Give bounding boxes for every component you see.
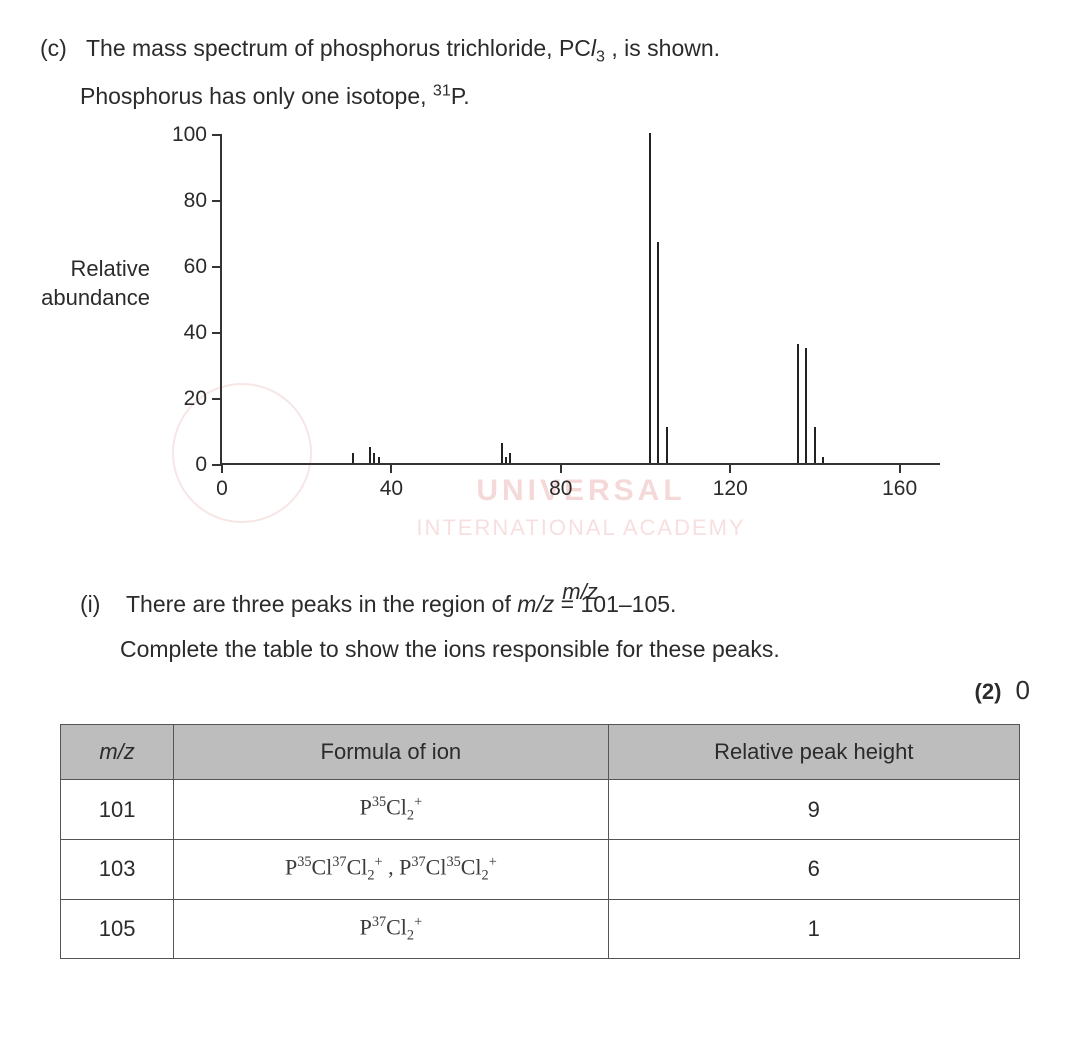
marks-label: (2)	[975, 679, 1002, 704]
y-tick	[212, 134, 222, 136]
x-tick-label: 120	[713, 477, 748, 501]
y-tick-label: 80	[167, 189, 207, 213]
spectrum-peak	[657, 242, 659, 463]
cell-mz: 105	[61, 899, 174, 959]
q-text-2b: P.	[451, 83, 470, 109]
spectrum-peak	[822, 457, 824, 464]
x-tick	[390, 463, 392, 473]
col-mz: m/z	[61, 725, 174, 780]
question-line-2: Phosphorus has only one isotope, 31P.	[80, 78, 1040, 115]
x-tick-label: 0	[216, 477, 228, 501]
cell-height: 9	[608, 780, 1019, 840]
x-tick-label: 80	[549, 477, 572, 501]
cell-height: 1	[608, 899, 1019, 959]
spectrum-peak	[805, 348, 807, 464]
y-tick	[212, 266, 222, 268]
subpart-label: (i)	[80, 585, 120, 624]
q-text-2a: Phosphorus has only one isotope,	[80, 83, 433, 109]
table-row: 101P35Cl2+9	[61, 780, 1020, 840]
y-tick-label: 20	[167, 387, 207, 411]
x-tick	[729, 463, 731, 473]
ion-table: m/z Formula of ion Relative peak height …	[60, 724, 1020, 959]
q-text-1a: The mass spectrum of phosphorus trichlor…	[86, 35, 591, 61]
col-height: Relative peak height	[608, 725, 1019, 780]
spectrum-peak	[814, 427, 816, 463]
spectrum-peak	[649, 133, 651, 463]
spectrum-peak	[666, 427, 668, 463]
question-line-1: (c) The mass spectrum of phosphorus tric…	[40, 30, 1040, 70]
x-axis-label: m/z	[220, 579, 940, 605]
sq-text-2: Complete the table to show the ions resp…	[120, 630, 1040, 669]
x-tick	[899, 463, 901, 473]
y-tick-label: 60	[167, 255, 207, 279]
y-tick	[212, 200, 222, 202]
spectrum-peak	[352, 453, 354, 463]
x-tick	[560, 463, 562, 473]
y-tick-label: 40	[167, 321, 207, 345]
cell-formula: P37Cl2+	[174, 899, 608, 959]
cell-mz: 103	[61, 840, 174, 900]
spectrum-peak	[505, 457, 507, 464]
table-row: 105P37Cl2+1	[61, 899, 1020, 959]
watermark-text-2: INTERNATIONAL ACADEMY	[222, 515, 940, 541]
cell-formula: P35Cl37Cl2+ , P37Cl35Cl2+	[174, 840, 608, 900]
table-row: 103P35Cl37Cl2+ , P37Cl35Cl2+6	[61, 840, 1020, 900]
x-tick-label: 40	[380, 477, 403, 501]
y-tick-label: 0	[167, 453, 207, 477]
part-label: (c)	[40, 30, 80, 67]
table-header-row: m/z Formula of ion Relative peak height	[61, 725, 1020, 780]
y-tick	[212, 398, 222, 400]
spectrum-peak	[378, 457, 380, 464]
spectrum-peak	[369, 447, 371, 464]
x-tick-label: 160	[882, 477, 917, 501]
y-tick-label: 100	[167, 123, 207, 147]
cell-mz: 101	[61, 780, 174, 840]
cell-height: 6	[608, 840, 1019, 900]
cell-formula: P35Cl2+	[174, 780, 608, 840]
spectrum-peak	[373, 453, 375, 463]
mass-spectrum-chart: Relative abundance UNIVERSAL INTERNATION…	[160, 135, 980, 535]
spectrum-peak	[501, 443, 503, 463]
score-value: 0	[1016, 675, 1030, 705]
y-axis-label: Relative abundance	[20, 255, 150, 312]
plot-area: UNIVERSAL INTERNATIONAL ACADEMY 02040608…	[220, 135, 940, 465]
watermark-text-1: UNIVERSAL	[222, 474, 940, 508]
q-text-1-sub: l3	[591, 35, 605, 61]
q-text-2-sup: 31	[433, 82, 451, 100]
marks-row: (2) 0	[40, 675, 1040, 706]
spectrum-peak	[509, 453, 511, 463]
spectrum-peak	[797, 344, 799, 463]
y-tick	[212, 332, 222, 334]
x-tick	[221, 463, 223, 473]
q-text-1b: , is shown.	[605, 35, 720, 61]
col-formula: Formula of ion	[174, 725, 608, 780]
